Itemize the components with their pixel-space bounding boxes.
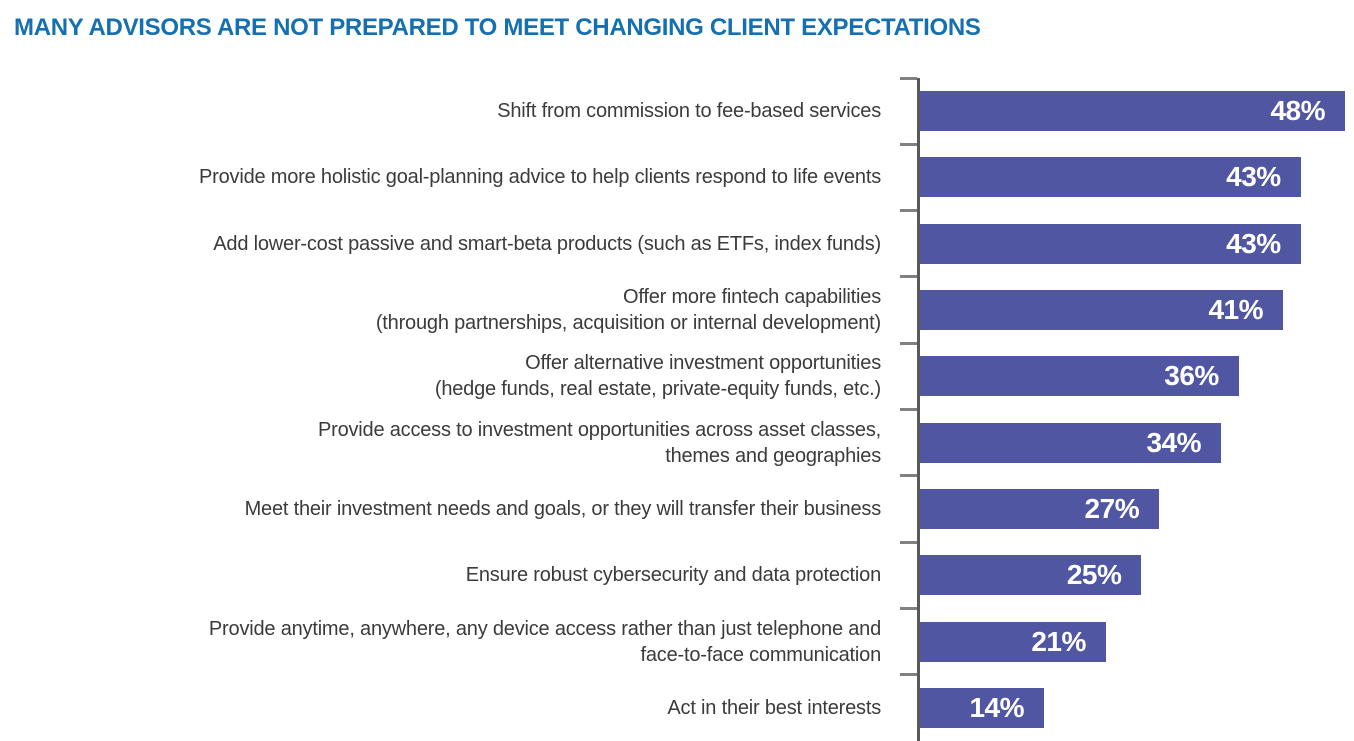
chart-row: Offer alternative investment opportuniti… (0, 341, 1354, 409)
bar-area: 48% (917, 91, 1354, 132)
bar: 25% (920, 555, 1142, 596)
category-label: Provide more holistic goal-planning advi… (199, 166, 881, 189)
bar-value-label: 43% (1226, 227, 1281, 259)
bar: 43% (920, 157, 1301, 198)
category-label: Add lower-cost passive and smart-beta pr… (213, 232, 881, 255)
bar: 36% (920, 356, 1239, 397)
y-axis-line (917, 78, 920, 741)
bar: 14% (920, 687, 1044, 728)
chart-row: Add lower-cost passive and smart-beta pr… (0, 209, 1354, 277)
bar-value-label: 14% (969, 691, 1024, 723)
category-label: Offer more fintech capabilities (through… (375, 286, 881, 335)
category-label: Shift from commission to fee-based servi… (497, 100, 881, 123)
axis-tick (900, 341, 917, 345)
chart-row: Shift from commission to fee-based servi… (0, 76, 1354, 144)
axis-tick (900, 407, 917, 411)
category-label: Meet their investment needs and goals, o… (244, 497, 882, 520)
bar: 34% (920, 422, 1221, 463)
bar-area: 43% (917, 157, 1354, 198)
category-label: Provide access to investment opportuniti… (317, 418, 881, 467)
bar-value-label: 34% (1146, 426, 1201, 458)
chart-title: MANY ADVISORS ARE NOT PREPARED TO MEET C… (14, 14, 981, 41)
bar-area: 41% (917, 290, 1354, 331)
category-label: Offer alternative investment opportuniti… (434, 352, 881, 401)
axis-tick (900, 540, 917, 544)
bar: 41% (920, 290, 1283, 331)
chart-row: Provide access to investment opportuniti… (0, 407, 1354, 475)
category-label: Provide anytime, anywhere, any device ac… (208, 617, 881, 666)
axis-tick (900, 142, 917, 146)
bar-area: 14% (917, 687, 1354, 728)
chart-row: Provide anytime, anywhere, any device ac… (0, 606, 1354, 674)
bar-value-label: 21% (1031, 625, 1086, 657)
chart-row: Ensure robust cybersecurity and data pro… (0, 540, 1354, 608)
axis-tick (900, 606, 917, 610)
bar-value-label: 41% (1208, 294, 1263, 326)
chart-row: Provide more holistic goal-planning advi… (0, 142, 1354, 210)
bar-value-label: 27% (1084, 492, 1140, 524)
category-label: Act in their best interests (667, 696, 881, 719)
bar-area: 27% (917, 488, 1354, 529)
axis-tick (900, 76, 917, 80)
bar-area: 21% (917, 621, 1354, 662)
bar-chart: Shift from commission to fee-based servi… (0, 76, 1354, 741)
bar: 27% (920, 488, 1160, 529)
bar-value-label: 43% (1226, 161, 1281, 193)
chart-row: Meet their investment needs and goals, o… (0, 474, 1354, 542)
bar-area: 36% (917, 356, 1354, 397)
bar-area: 43% (917, 223, 1354, 264)
axis-tick (900, 275, 917, 279)
axis-tick (900, 673, 917, 677)
bar: 48% (920, 91, 1345, 132)
bar: 43% (920, 223, 1301, 264)
bar-value-label: 36% (1164, 360, 1219, 392)
category-label: Ensure robust cybersecurity and data pro… (465, 564, 881, 587)
axis-tick (900, 209, 917, 213)
chart-row: Offer more fintech capabilities (through… (0, 275, 1354, 343)
chart-row: Act in their best interests 14% (0, 673, 1354, 741)
bar-value-label: 48% (1270, 95, 1325, 127)
bar: 21% (920, 621, 1106, 662)
axis-tick (900, 474, 917, 478)
bar-area: 25% (917, 555, 1354, 596)
bar-area: 34% (917, 422, 1354, 463)
bar-value-label: 25% (1066, 559, 1122, 591)
